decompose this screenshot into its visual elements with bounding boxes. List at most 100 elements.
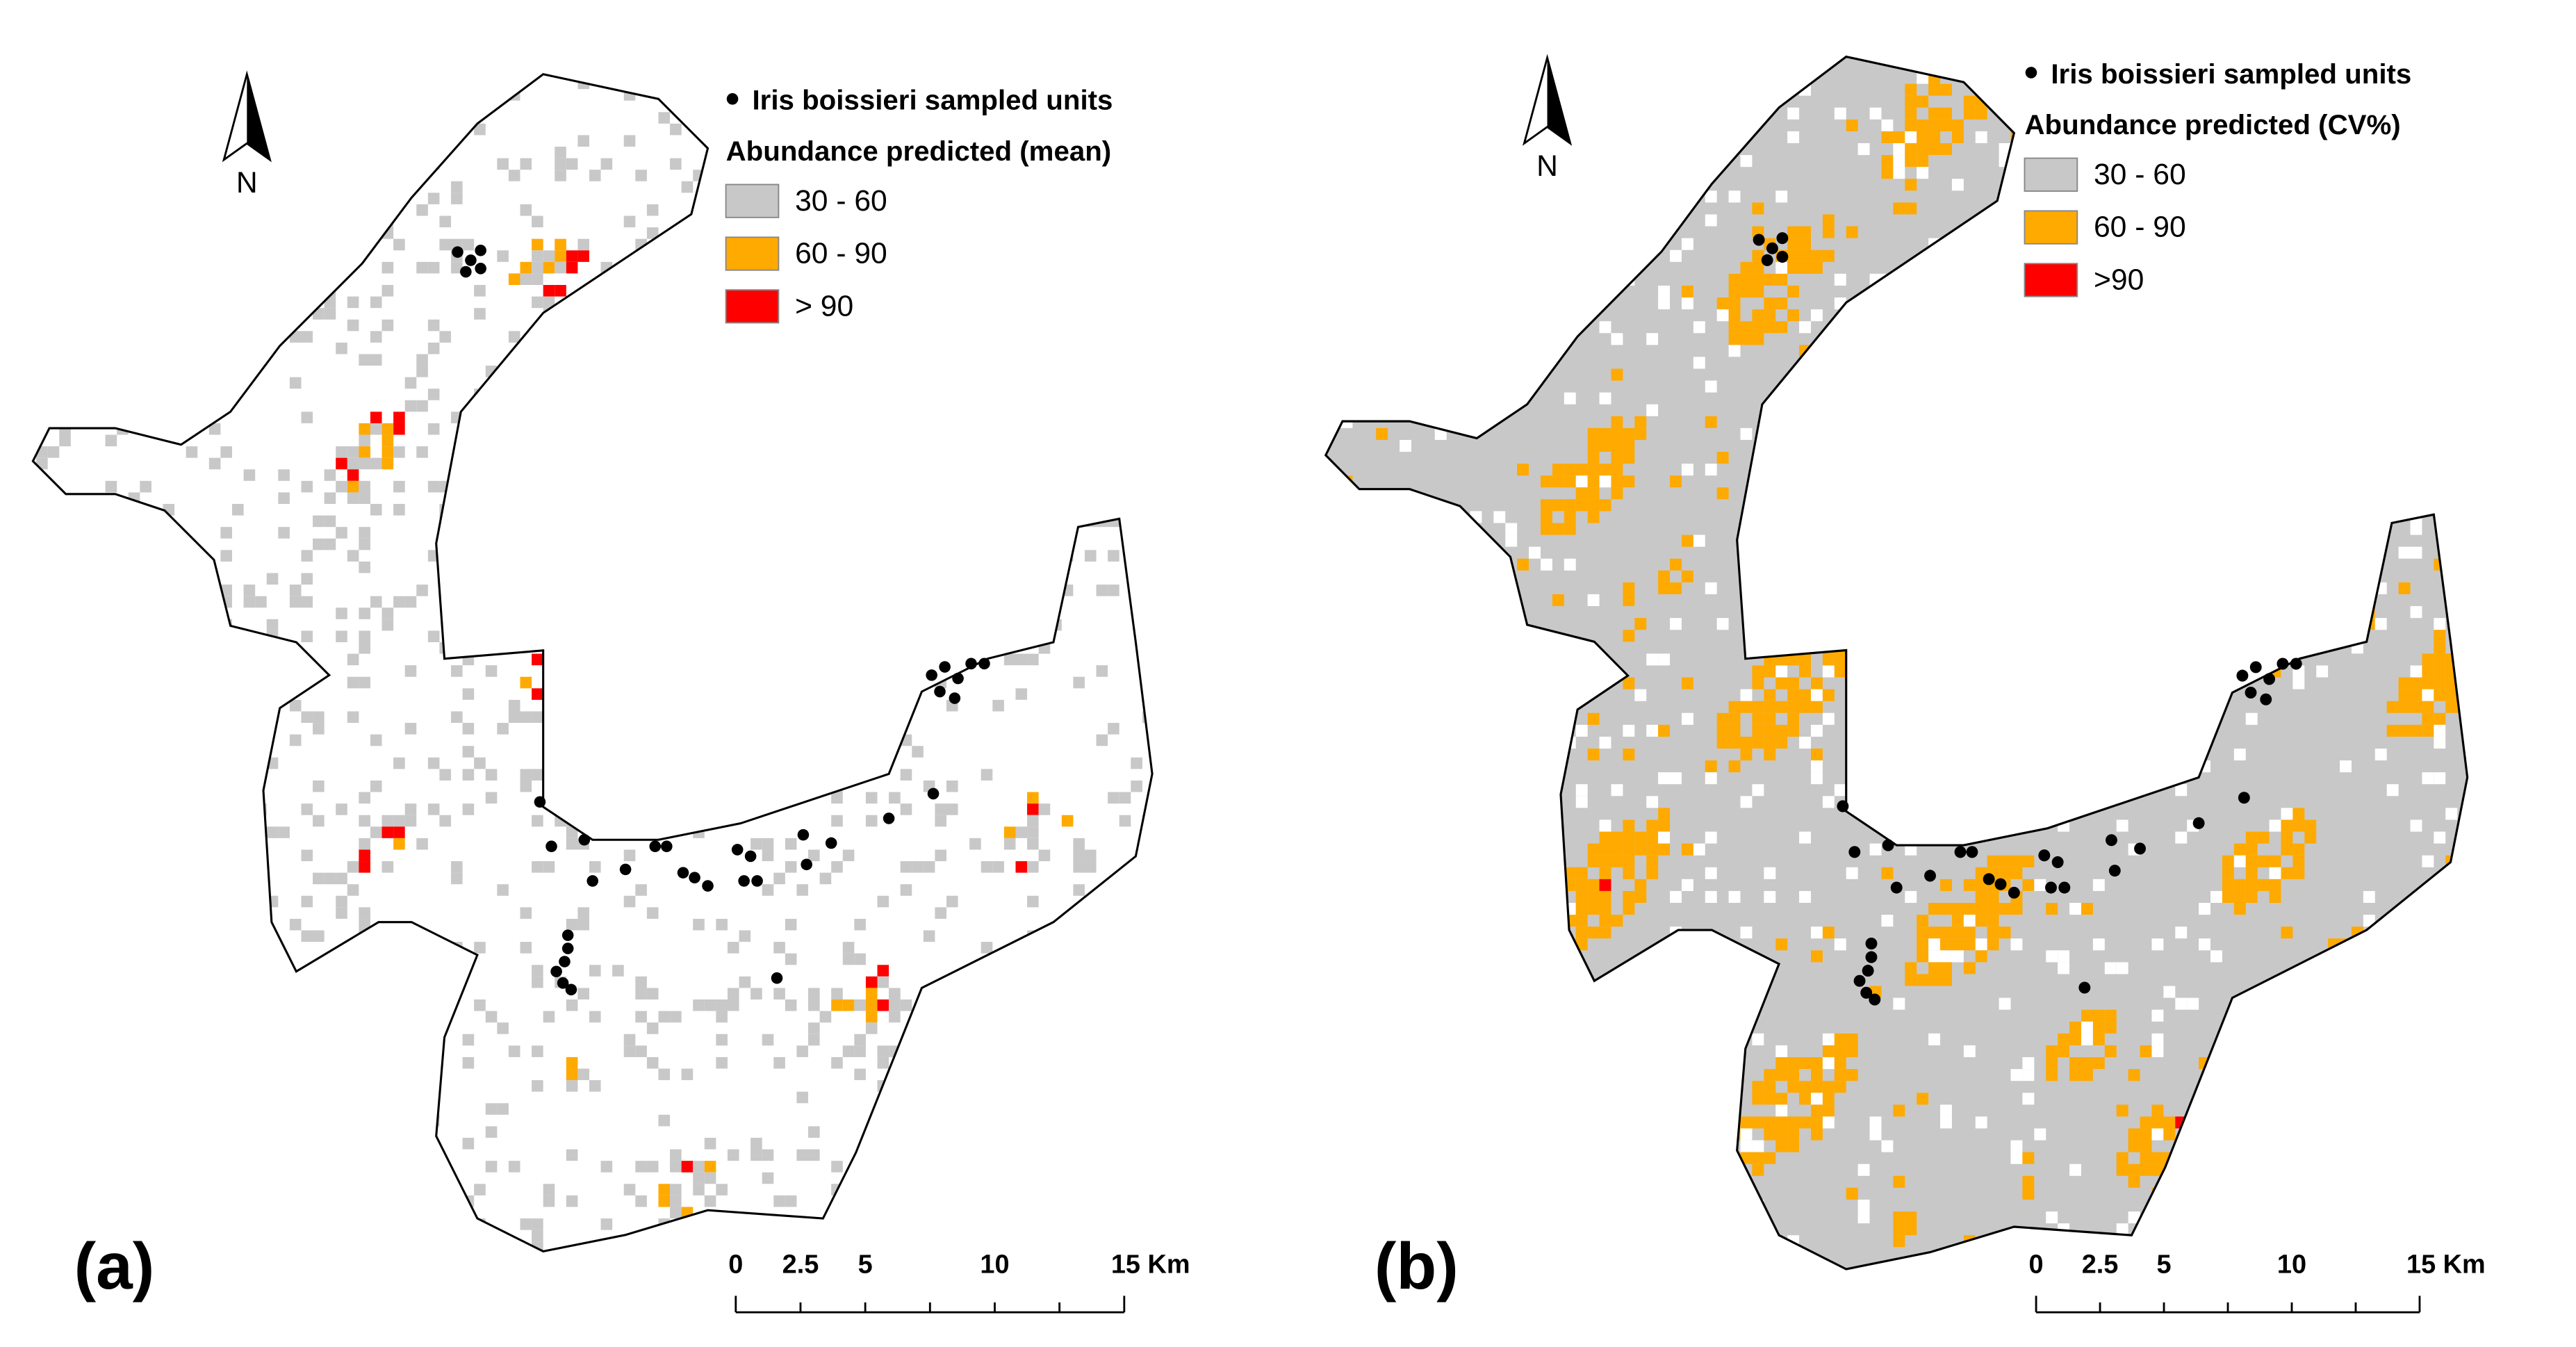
- raster-cell: [416, 1056, 428, 1069]
- raster-cell: [1893, 131, 1905, 143]
- raster-cell: [1411, 986, 1423, 998]
- raster-cell: [1658, 653, 1671, 666]
- raster-cell: [1905, 95, 1917, 108]
- raster-cell: [532, 769, 543, 781]
- raster-cell: [163, 215, 175, 228]
- raster-cell: [2445, 1057, 2458, 1070]
- raster-cell: [2140, 464, 2152, 476]
- raster-cell: [1810, 748, 1823, 761]
- raster-cell: [520, 711, 532, 724]
- raster-cell: [347, 653, 359, 666]
- raster-cell: [439, 100, 452, 113]
- raster-cell: [128, 988, 140, 1000]
- raster-cell: [2434, 273, 2446, 286]
- raster-cell: [693, 1184, 705, 1195]
- raster-cell: [1634, 689, 1647, 701]
- raster-cell: [1740, 261, 1753, 274]
- raster-cell: [1822, 1045, 1835, 1058]
- raster-cell: [2269, 890, 2281, 904]
- raster-cell: [1564, 915, 1576, 927]
- raster-cell: [301, 803, 313, 815]
- raster-cell: [1810, 1057, 1823, 1070]
- raster-cell: [393, 838, 405, 850]
- scale-label: 10: [980, 1250, 1009, 1280]
- raster-cell: [1764, 712, 1776, 725]
- raster-cell: [2340, 974, 2352, 986]
- raster-cell: [623, 515, 636, 528]
- raster-cell: [1963, 107, 1976, 120]
- raster-cell: [1917, 297, 1929, 310]
- raster-cell: [1552, 60, 1564, 72]
- raster-cell: [1003, 1068, 1016, 1081]
- raster-cell: [2410, 701, 2422, 713]
- raster-cell: [2434, 250, 2446, 262]
- raster-cell: [1388, 273, 1400, 286]
- raster-cell: [2434, 653, 2446, 666]
- raster-cell: [508, 699, 520, 712]
- raster-cell: [1434, 250, 1447, 262]
- raster-cell: [497, 158, 509, 170]
- raster-cell: [2422, 653, 2434, 666]
- raster-cell: [693, 999, 705, 1011]
- raster-cell: [128, 1149, 140, 1161]
- raster-cell: [2140, 1128, 2152, 1141]
- raster-cell: [969, 1034, 981, 1046]
- raster-cell: [474, 480, 486, 493]
- raster-cell: [324, 1103, 336, 1115]
- raster-cell: [1822, 1057, 1835, 1070]
- raster-cell: [208, 354, 221, 366]
- raster-cell: [1119, 895, 1131, 908]
- raster-cell: [1799, 321, 1811, 334]
- raster-cell: [174, 619, 186, 631]
- raster-cell: [359, 849, 370, 862]
- raster-cell: [2422, 261, 2434, 274]
- raster-cell: [313, 780, 325, 792]
- raster-cell: [1881, 167, 1894, 179]
- raster-cell: [2010, 938, 2023, 951]
- raster-cell: [1376, 1069, 1388, 1081]
- raster-cell: [658, 1011, 671, 1023]
- raster-cell: [1038, 1184, 1051, 1195]
- raster-cell: [266, 895, 279, 908]
- raster-cell: [336, 480, 347, 493]
- raster-cell: [2434, 60, 2446, 72]
- raster-cell: [1787, 689, 1800, 701]
- raster-cell: [2010, 855, 2023, 867]
- raster-cell: [2140, 1116, 2152, 1129]
- raster-cell: [635, 1045, 647, 1057]
- raster-cell: [2140, 321, 2152, 334]
- raster-cell: [1493, 1223, 1506, 1236]
- raster-cell: [785, 838, 797, 850]
- raster-cell: [347, 1091, 359, 1104]
- raster-cell: [623, 135, 636, 147]
- raster-cell: [208, 296, 221, 309]
- raster-cell: [47, 1172, 60, 1184]
- raster-cell: [301, 711, 313, 724]
- raster-cell: [2469, 464, 2481, 475]
- raster-cell: [992, 492, 1004, 505]
- raster-cell: [2151, 273, 2164, 286]
- raster-cell: [1388, 345, 1400, 357]
- raster-cell: [2222, 855, 2234, 867]
- raster-cell: [981, 769, 993, 781]
- raster-cell: [1940, 938, 1952, 951]
- raster-cell: [658, 411, 671, 423]
- raster-cell: [623, 1184, 636, 1195]
- raster-cell: [2422, 1104, 2434, 1117]
- raster-cell: [359, 907, 370, 919]
- raster-cell: [2469, 1022, 2481, 1034]
- raster-cell: [2163, 570, 2176, 582]
- raster-cell: [1834, 1033, 1846, 1045]
- raster-cell: [2128, 689, 2140, 701]
- raster-cell: [808, 1149, 820, 1161]
- raster-cell: [1705, 464, 1717, 476]
- raster-cell: [1928, 107, 1941, 120]
- raster-cell: [1775, 1093, 1788, 1105]
- raster-cell: [635, 1195, 647, 1207]
- raster-cell: [555, 147, 566, 158]
- raster-cell: [140, 77, 151, 90]
- raster-cell: [532, 965, 543, 977]
- raster-cell: [1084, 550, 1097, 562]
- raster-cell: [1893, 1175, 1905, 1188]
- raster-cell: [1434, 427, 1447, 440]
